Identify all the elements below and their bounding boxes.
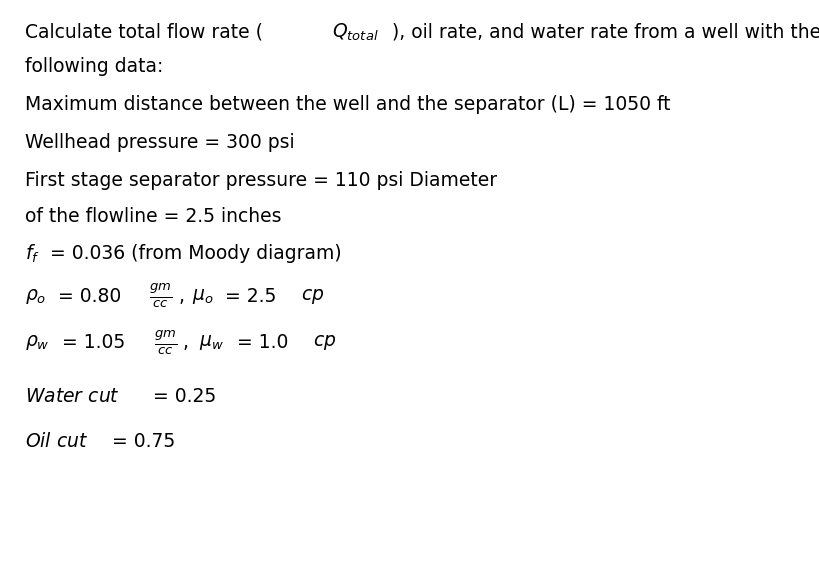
Text: $Q_{total}$: $Q_{total}$ <box>332 21 378 42</box>
Text: $\mathit{Water\ cut}$: $\mathit{Water\ cut}$ <box>25 387 120 406</box>
Text: following data:: following data: <box>25 58 163 76</box>
Text: $\mathit{cp}$: $\mathit{cp}$ <box>301 287 324 306</box>
Text: = 2.5: = 2.5 <box>219 287 283 306</box>
Text: $\mathit{Oil\ cut}$: $\mathit{Oil\ cut}$ <box>25 432 88 451</box>
Text: $\rho_w$: $\rho_w$ <box>25 333 49 352</box>
Text: of the flowline = 2.5 inches: of the flowline = 2.5 inches <box>25 207 281 225</box>
Text: Calculate total flow rate (: Calculate total flow rate ( <box>25 23 262 41</box>
Text: $\mu_o$: $\mu_o$ <box>192 287 213 306</box>
Text: $f_f$: $f_f$ <box>25 243 39 265</box>
Text: ,: , <box>183 333 195 352</box>
Text: = 0.80: = 0.80 <box>52 287 127 306</box>
Text: $\mathit{cp}$: $\mathit{cp}$ <box>312 333 336 352</box>
Text: ), oil rate, and water rate from a well with the: ), oil rate, and water rate from a well … <box>391 23 819 41</box>
Text: Maximum distance between the well and the separator (L) = 1050 ft: Maximum distance between the well and th… <box>25 95 669 114</box>
Text: ,: , <box>179 287 188 306</box>
Text: = 0.036 (from Moody diagram): = 0.036 (from Moody diagram) <box>43 245 341 263</box>
Text: = 1.05: = 1.05 <box>57 333 132 352</box>
Text: First stage separator pressure = 110 psi Diameter: First stage separator pressure = 110 psi… <box>25 171 496 189</box>
Text: $\rho_o$: $\rho_o$ <box>25 287 46 306</box>
Text: = 1.0: = 1.0 <box>231 333 294 352</box>
Text: $\frac{gm}{cc}$: $\frac{gm}{cc}$ <box>149 282 172 310</box>
Text: = 0.75: = 0.75 <box>106 432 175 451</box>
Text: $\mu_w$: $\mu_w$ <box>198 333 224 352</box>
Text: = 0.25: = 0.25 <box>147 387 216 406</box>
Text: $\frac{gm}{cc}$: $\frac{gm}{cc}$ <box>153 329 176 357</box>
Text: Wellhead pressure = 300 psi: Wellhead pressure = 300 psi <box>25 133 294 152</box>
